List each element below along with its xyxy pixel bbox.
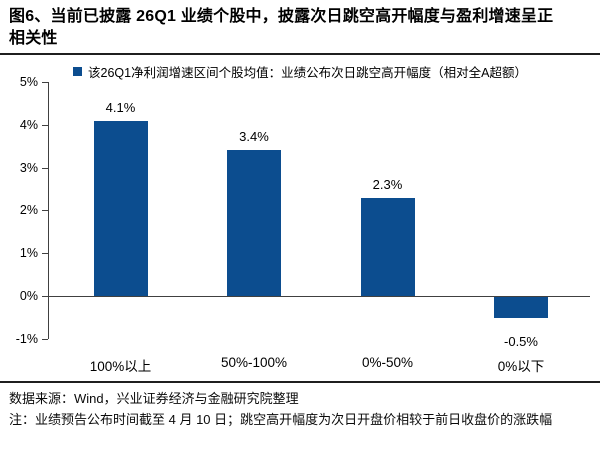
x-axis-label: 50%-100% (220, 355, 288, 370)
y-axis-tick (42, 338, 48, 340)
bar (494, 297, 548, 318)
footer-divider (0, 381, 600, 383)
legend-label: 该26Q1净利润增速区间个股均值：业绩公布次日跳空高开幅度（相对全A超额） (88, 65, 527, 80)
x-axis-label: 0%-50% (361, 355, 414, 370)
bar-chart: 5% 4% 3% 2% 1% 0% -1% 4.1% 100%以上 3.4% 50%-100% 2.3… (0, 75, 600, 381)
title-divider (0, 53, 600, 55)
figure-title-line2: 相关性 (9, 30, 58, 47)
y-axis-tick (42, 253, 48, 255)
y-axis-tick (42, 210, 48, 212)
bar-value-label: 2.3% (372, 177, 403, 192)
bar (93, 121, 148, 296)
figure-title-line1: 图6、当前已披露 26Q1 业绩个股中，披露次日跳空高开幅度与盈利增速呈正 (9, 8, 554, 25)
y-axis-label: 5% (19, 75, 38, 89)
y-axis-tick (42, 167, 48, 169)
bar-value-label: 3.4% (239, 129, 269, 144)
legend-square-icon (73, 66, 83, 76)
y-axis-label: 2% (19, 203, 38, 218)
bar-value-label: -0.5% (504, 334, 538, 349)
bar (360, 198, 415, 296)
y-axis-label: 4% (19, 117, 38, 132)
x-axis-label: 0%以下 (497, 359, 545, 374)
bar-value-label: 4.1% (105, 100, 136, 115)
y-axis-tick (42, 296, 48, 297)
footer: 数据来源：Wind，兴业证券经济与金融研究院整理 注：业绩预告公布时间截至 4 … (0, 383, 600, 430)
y-axis-tick (42, 124, 48, 126)
bar (227, 150, 281, 296)
chart-legend: 该26Q1净利润增速区间个股均值：业绩公布次日跳空高开幅度（相对全A超额） (0, 55, 600, 80)
data-source: 数据来源：Wind，兴业证券经济与金融研究院整理 (9, 391, 299, 406)
y-axis-label: 3% (19, 160, 38, 175)
footnote: 注：业绩预告公布时间截至 4 月 10 日；跳空高开幅度为次日开盘价相较于前日收… (9, 412, 553, 427)
y-axis-label: -1% (15, 331, 38, 346)
y-axis-label: 0% (19, 289, 38, 303)
figure-title: 图6、当前已披露 26Q1 业绩个股中，披露次日跳空高开幅度与盈利增速呈正 相关… (0, 0, 600, 53)
y-axis-label: 1% (19, 246, 38, 261)
y-axis-tick (42, 82, 48, 83)
y-axis-line (48, 82, 49, 339)
zero-baseline (48, 296, 590, 297)
x-axis-label: 100%以上 (89, 359, 152, 374)
